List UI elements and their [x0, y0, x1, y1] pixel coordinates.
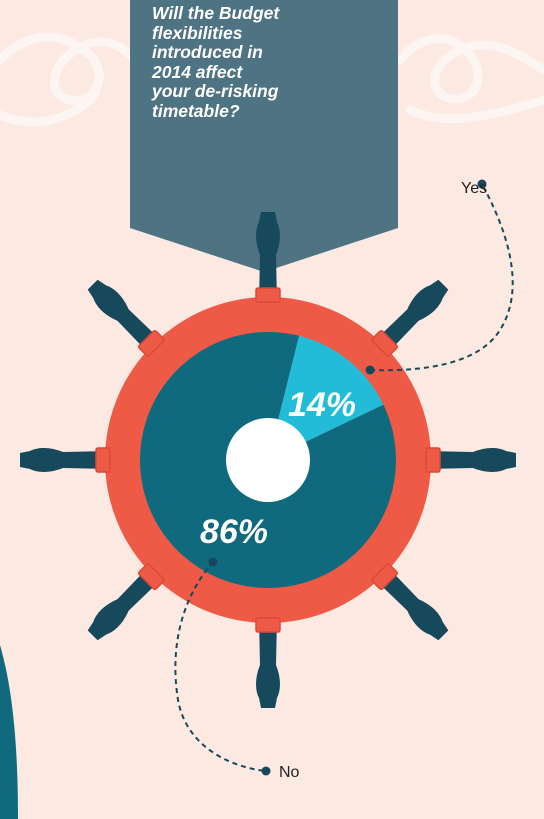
ring-collar-nw [137, 329, 165, 357]
spoke-n [256, 212, 280, 302]
ring-collar-se [371, 563, 399, 591]
wheel-spokes [20, 212, 516, 708]
ring-collar-n [255, 287, 281, 303]
ring-collar-e [425, 447, 441, 473]
leader-dot-no-end [261, 766, 271, 776]
spoke-w [20, 448, 110, 472]
leader-dot-no-start [208, 557, 218, 567]
leader-line-yes [369, 183, 514, 372]
ring-collar-s [255, 617, 281, 633]
leader-dot-yes-end [477, 179, 487, 189]
data-label-yes: 14% [288, 386, 356, 424]
spoke-ne [373, 279, 449, 355]
rope-right-decoration [395, 34, 544, 124]
legend-label-no: No [279, 764, 300, 781]
ring-collar-sw [137, 563, 165, 591]
pie-slice-yes [268, 335, 384, 460]
question-banner [130, 0, 398, 272]
spoke-sw [87, 565, 163, 641]
ring-collar-w [95, 447, 111, 473]
leader-line-no [174, 561, 266, 772]
leader-dot-yes-start [365, 365, 375, 375]
question-text: Will the Budget flexibilities introduced… [152, 3, 280, 121]
spoke-nw [87, 279, 163, 355]
data-label-no: 86% [200, 513, 268, 551]
spoke-e [426, 448, 516, 472]
spoke-s [256, 618, 280, 708]
rope-left-decoration [0, 32, 140, 127]
ring-collars [95, 287, 441, 633]
wheel-hub [226, 418, 310, 502]
ring-collar-ne [371, 329, 399, 357]
legend-label-yes: Yes [461, 180, 487, 197]
spoke-se [373, 565, 449, 641]
left-dark-shape [0, 645, 18, 819]
